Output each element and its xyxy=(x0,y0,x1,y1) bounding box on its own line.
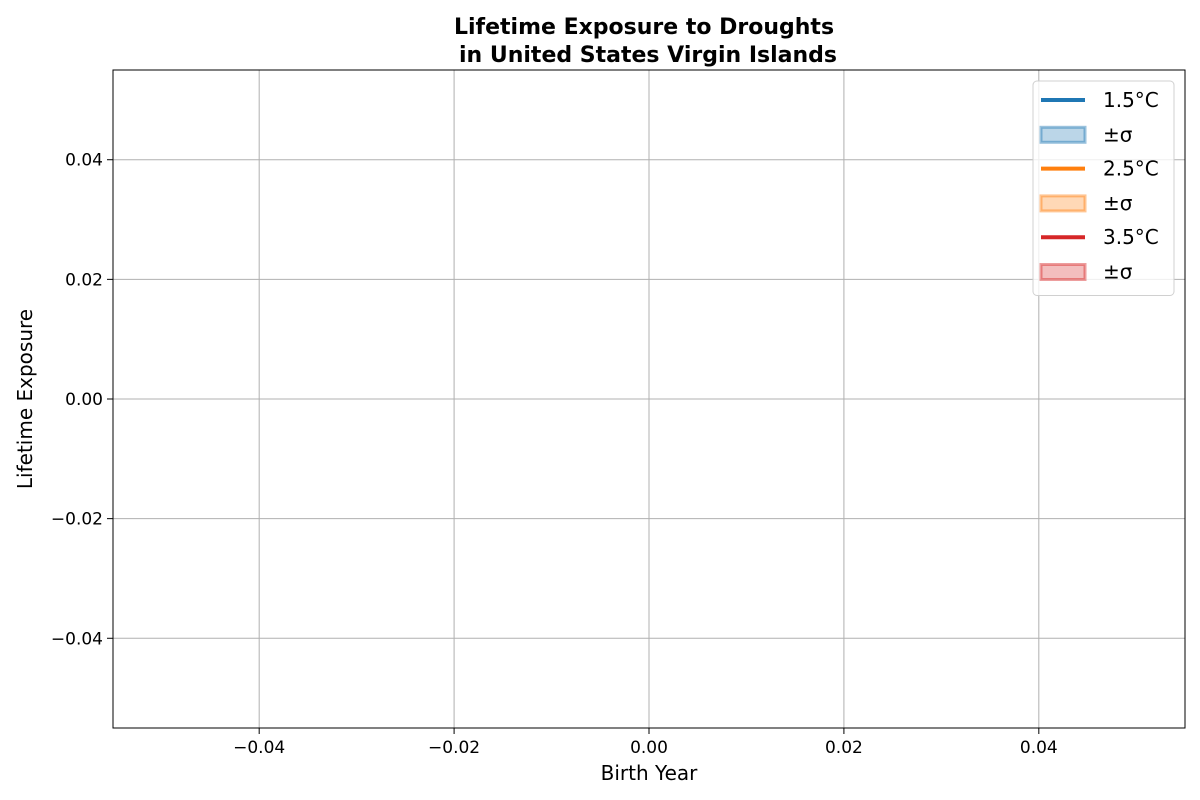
y-tick-label: 0.00 xyxy=(65,390,103,410)
x-tick-label: 0.00 xyxy=(630,738,668,758)
grid xyxy=(113,70,1185,728)
y-tick-label: −0.04 xyxy=(51,629,103,649)
y-tick-label: 0.04 xyxy=(65,151,103,171)
x-tick-label: −0.02 xyxy=(428,738,480,758)
legend-box xyxy=(1032,80,1175,296)
legend-label: ±σ xyxy=(1103,191,1133,215)
x-axis-label: Birth Year xyxy=(601,761,698,785)
legend-label: ±σ xyxy=(1103,122,1133,146)
y-axis-label: Lifetime Exposure xyxy=(13,309,37,489)
legend-band-swatch xyxy=(1039,125,1087,144)
x-tick-label: 0.02 xyxy=(825,738,863,758)
x-tick-label: −0.04 xyxy=(233,738,285,758)
legend-label: 3.5°C xyxy=(1103,225,1159,249)
y-tick-label: −0.02 xyxy=(51,510,103,530)
legend-label: 1.5°C xyxy=(1103,88,1159,112)
x-axis-ticks: −0.04 −0.02 0.00 0.02 0.04 xyxy=(233,728,1058,758)
y-tick-label: 0.02 xyxy=(65,270,103,290)
chart-title-line-1: Lifetime Exposure to Droughts xyxy=(454,15,834,40)
legend: 1.5°C ±σ 2.5°C ±σ 3.5°C ±σ xyxy=(1032,80,1175,296)
y-axis-ticks: −0.04 −0.02 0.00 0.02 0.04 xyxy=(51,151,113,649)
legend-label: ±σ xyxy=(1103,260,1133,284)
x-tick-label: 0.04 xyxy=(1020,738,1058,758)
legend-label: 2.5°C xyxy=(1103,157,1159,181)
legend-band-swatch xyxy=(1039,194,1087,213)
chart-title-line-2: in United States Virgin Islands xyxy=(459,43,837,68)
legend-band-swatch xyxy=(1039,263,1087,281)
